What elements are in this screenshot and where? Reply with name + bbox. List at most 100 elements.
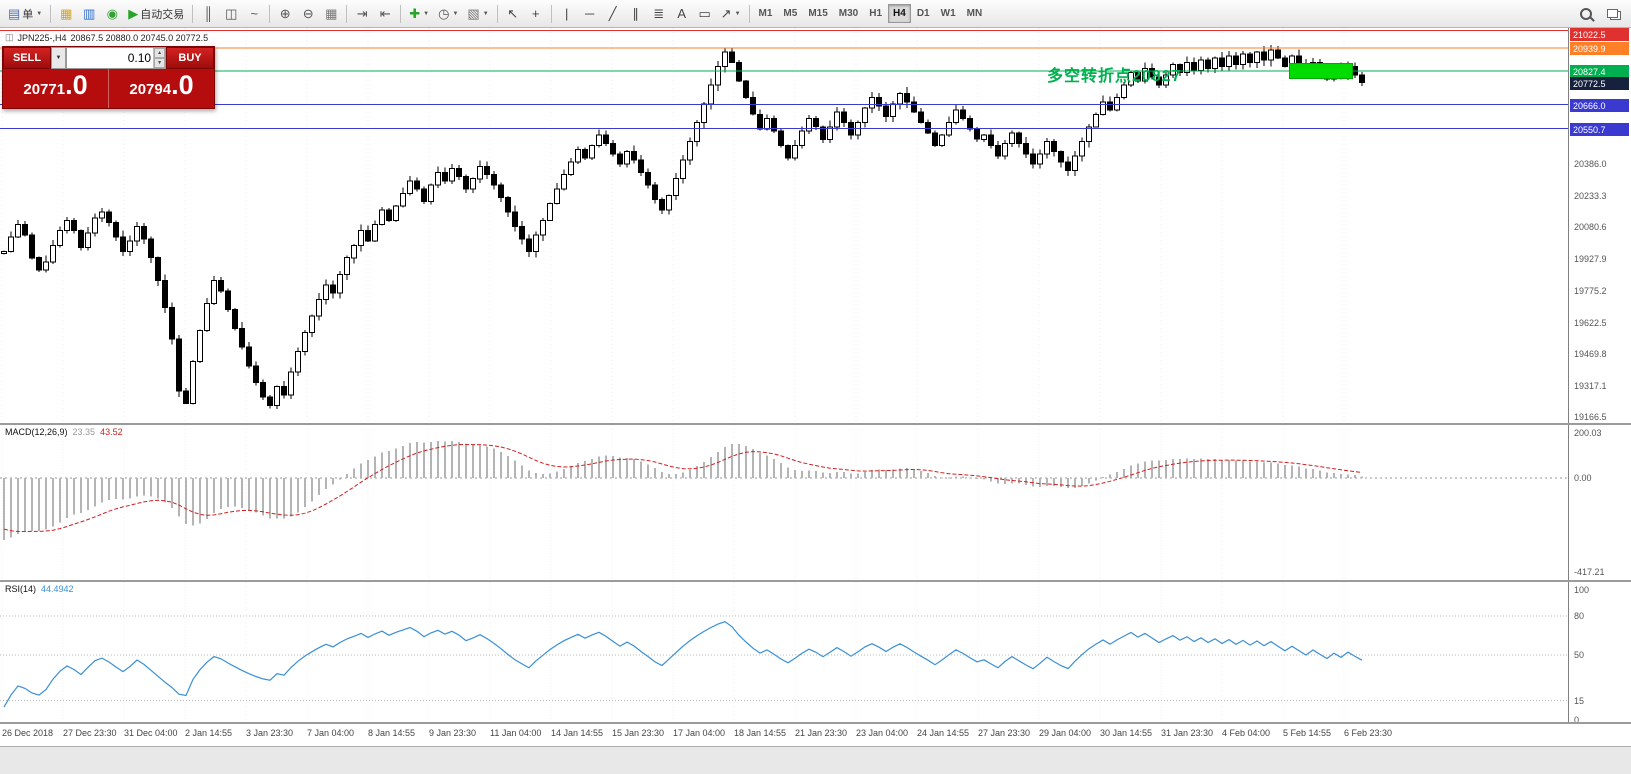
indicators-button[interactable]: ✚ ▼ bbox=[405, 3, 433, 25]
volume-up-button[interactable]: ▲ bbox=[154, 48, 165, 58]
zoom-out-button[interactable]: ⊖ bbox=[297, 3, 319, 25]
panel-separator[interactable] bbox=[0, 423, 1631, 425]
candle bbox=[960, 109, 966, 119]
timeframe-m30-button[interactable]: M30 bbox=[834, 4, 863, 23]
macd-chart[interactable] bbox=[0, 425, 1568, 580]
buy-button[interactable]: BUY bbox=[166, 47, 214, 69]
candle bbox=[239, 327, 245, 348]
candle bbox=[246, 346, 252, 367]
price-scale-label: 19927.9 bbox=[1574, 254, 1607, 264]
candlestick-chart[interactable] bbox=[0, 28, 1568, 423]
text-label-button[interactable]: ▭ bbox=[694, 3, 716, 25]
candle bbox=[253, 365, 259, 383]
sell-price-frac: .0 bbox=[65, 70, 88, 100]
rsi-panel: RSI(14) 44.4942 100 80 50 15 0 bbox=[0, 582, 1631, 725]
price-axis[interactable]: 20995.520386.020233.320080.619927.919775… bbox=[1568, 28, 1631, 423]
candle bbox=[309, 315, 315, 333]
volume-input[interactable] bbox=[67, 48, 154, 68]
macd-bar bbox=[227, 478, 229, 507]
autotrading-button[interactable]: ▶ 自动交易 bbox=[124, 3, 188, 25]
macd-bar bbox=[710, 457, 712, 478]
macd-bar bbox=[472, 445, 474, 478]
arrows-button[interactable]: ↗ ▼ bbox=[717, 3, 745, 25]
trendline-button[interactable]: ╱ bbox=[602, 3, 624, 25]
rsi-chart-area[interactable]: RSI(14) 44.4942 bbox=[0, 582, 1568, 722]
crosshair-button[interactable]: + bbox=[525, 3, 547, 25]
timeframe-h4-button[interactable]: H4 bbox=[888, 4, 911, 23]
candle bbox=[414, 180, 420, 190]
candle bbox=[71, 219, 77, 232]
search-button[interactable] bbox=[1575, 3, 1597, 25]
price-scale-label: 19622.5 bbox=[1574, 318, 1607, 328]
macd-bar bbox=[381, 452, 383, 478]
timeframe-m5-button[interactable]: M5 bbox=[778, 4, 802, 23]
window-layout-button[interactable] bbox=[1601, 3, 1623, 25]
market-watch-button[interactable]: ▦ bbox=[55, 3, 77, 25]
bottom-strip bbox=[0, 746, 1631, 774]
templates-button[interactable]: ▧ ▼ bbox=[463, 3, 492, 25]
macd-bar bbox=[59, 478, 61, 523]
navigator-button[interactable]: ◉ bbox=[101, 3, 123, 25]
candle bbox=[659, 199, 665, 211]
vertical-line-button[interactable]: | bbox=[556, 3, 578, 25]
text-label-icon: ▭ bbox=[698, 6, 711, 21]
time-axis-label: 4 Feb 04:00 bbox=[1222, 728, 1271, 738]
macd-bar bbox=[213, 478, 215, 514]
cursor-button[interactable]: ↖ bbox=[502, 3, 524, 25]
timeframe-m1-button[interactable]: M1 bbox=[754, 4, 778, 23]
candle bbox=[190, 361, 196, 404]
timeframe-w1-button[interactable]: W1 bbox=[936, 4, 961, 23]
candle bbox=[519, 226, 525, 240]
chart-area[interactable]: ◫ JPN225-,H4 20867.5 20880.0 20745.0 207… bbox=[0, 28, 1568, 423]
candle-chart-button[interactable]: ◫ bbox=[220, 3, 242, 25]
highlight-rectangle[interactable] bbox=[1289, 63, 1353, 79]
chart-shift-button[interactable]: ⇤ bbox=[374, 3, 396, 25]
rsi-chart[interactable] bbox=[0, 582, 1568, 722]
toolbar-separator bbox=[192, 4, 194, 23]
zoom-in-button[interactable]: ⊕ bbox=[274, 3, 296, 25]
macd-bar bbox=[871, 470, 873, 478]
panel-separator[interactable] bbox=[0, 722, 1631, 724]
sell-price[interactable]: 20771.0 bbox=[3, 69, 108, 108]
candle bbox=[925, 122, 931, 134]
timeframe-d1-button[interactable]: D1 bbox=[912, 4, 935, 23]
time-axis[interactable]: 26 Dec 2018 27 Dec 23:30 31 Dec 04:00 2 Jan… bbox=[0, 724, 1631, 746]
candle bbox=[995, 145, 1001, 157]
macd-bar bbox=[836, 471, 838, 478]
new-order-button[interactable]: ▤ 单 ▼ bbox=[4, 3, 46, 25]
macd-bar bbox=[1200, 458, 1202, 478]
candle bbox=[1163, 74, 1169, 86]
text-button[interactable]: A bbox=[671, 3, 693, 25]
macd-axis[interactable]: 200.03 0.00 -417.21 bbox=[1568, 425, 1631, 580]
macd-signal-line bbox=[3, 443, 1363, 532]
candle bbox=[1184, 61, 1190, 74]
line-chart-button[interactable]: ~ bbox=[243, 3, 265, 25]
buy-price[interactable]: 20794.0 bbox=[108, 69, 214, 108]
macd-bar bbox=[94, 478, 96, 507]
panel-separator[interactable] bbox=[0, 580, 1631, 582]
macd-chart-area[interactable]: MACD(12,26,9) 23.35 43.52 bbox=[0, 425, 1568, 580]
tile-windows-button[interactable]: ▦ bbox=[320, 3, 342, 25]
candle bbox=[715, 66, 721, 86]
volume-dropdown-button[interactable]: ▼ bbox=[51, 47, 66, 69]
volume-down-button[interactable]: ▼ bbox=[154, 58, 165, 68]
periods-button[interactable]: ◷ ▼ bbox=[434, 3, 462, 25]
macd-bar bbox=[675, 474, 677, 478]
auto-scroll-button[interactable]: ⇥ bbox=[351, 3, 373, 25]
timeframe-h1-button[interactable]: H1 bbox=[864, 4, 887, 23]
sell-button[interactable]: SELL bbox=[3, 47, 51, 69]
horizontal-line-button[interactable]: ─ bbox=[579, 3, 601, 25]
timeframe-m15-button[interactable]: M15 bbox=[803, 4, 832, 23]
timeframe-mn-button[interactable]: MN bbox=[962, 4, 988, 23]
caret-down-icon: ▼ bbox=[734, 10, 741, 17]
channel-button[interactable]: ∥ bbox=[625, 3, 647, 25]
caret-down-icon: ▼ bbox=[482, 10, 489, 17]
macd-bar bbox=[80, 478, 82, 513]
fibonacci-button[interactable]: ≣ bbox=[648, 3, 670, 25]
rsi-axis[interactable]: 100 80 50 15 0 bbox=[1568, 582, 1631, 725]
time-axis-label: 21 Jan 23:30 bbox=[795, 728, 848, 738]
data-window-button[interactable]: ▥ bbox=[78, 3, 100, 25]
bar-chart-button[interactable]: ║ bbox=[197, 3, 219, 25]
candle bbox=[862, 107, 868, 124]
chart-annotation-text[interactable]: 多空转折点20827 bbox=[1047, 68, 1182, 85]
